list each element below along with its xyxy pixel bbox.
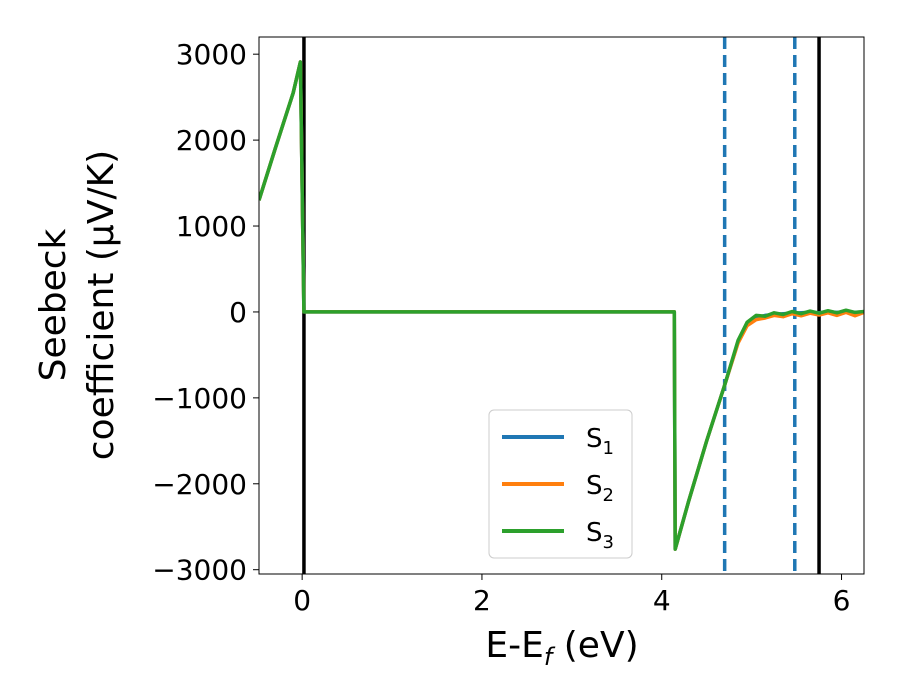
legend-label-S2: S2 <box>586 471 614 506</box>
y-tick-label: 0 <box>229 296 247 329</box>
y-tick-label: −3000 <box>152 554 247 587</box>
x-tick-label: 2 <box>473 584 491 617</box>
y-tick-label: −2000 <box>152 468 247 501</box>
series-line-S3 <box>259 60 864 551</box>
y-tick-label: 3000 <box>176 38 247 71</box>
x-axis-label: E-Ef (eV) <box>485 625 638 671</box>
y-axis-label: Seebeck coefficient (μV/K) <box>33 150 122 460</box>
y-tick-label: −1000 <box>152 382 247 415</box>
plot-frame <box>258 36 865 575</box>
legend: S1 S2 S3 <box>488 409 633 559</box>
legend-label-S3: S3 <box>586 518 614 553</box>
y-tick-label: 2000 <box>176 124 247 157</box>
x-axis: 0 2 4 6 <box>293 574 850 617</box>
legend-label-S1: S1 <box>586 424 614 459</box>
x-tick-label: 0 <box>293 584 311 617</box>
y-axis-label-line2: coefficient (μV/K) <box>81 150 122 460</box>
x-tick-label: 4 <box>653 584 671 617</box>
data-series <box>259 60 864 551</box>
x-tick-label: 6 <box>833 584 851 617</box>
y-axis: 3000 2000 1000 0 −1000 −2000 −3000 <box>152 38 259 587</box>
y-axis-label-line1: Seebeck <box>33 228 74 381</box>
y-tick-label: 1000 <box>176 210 247 243</box>
